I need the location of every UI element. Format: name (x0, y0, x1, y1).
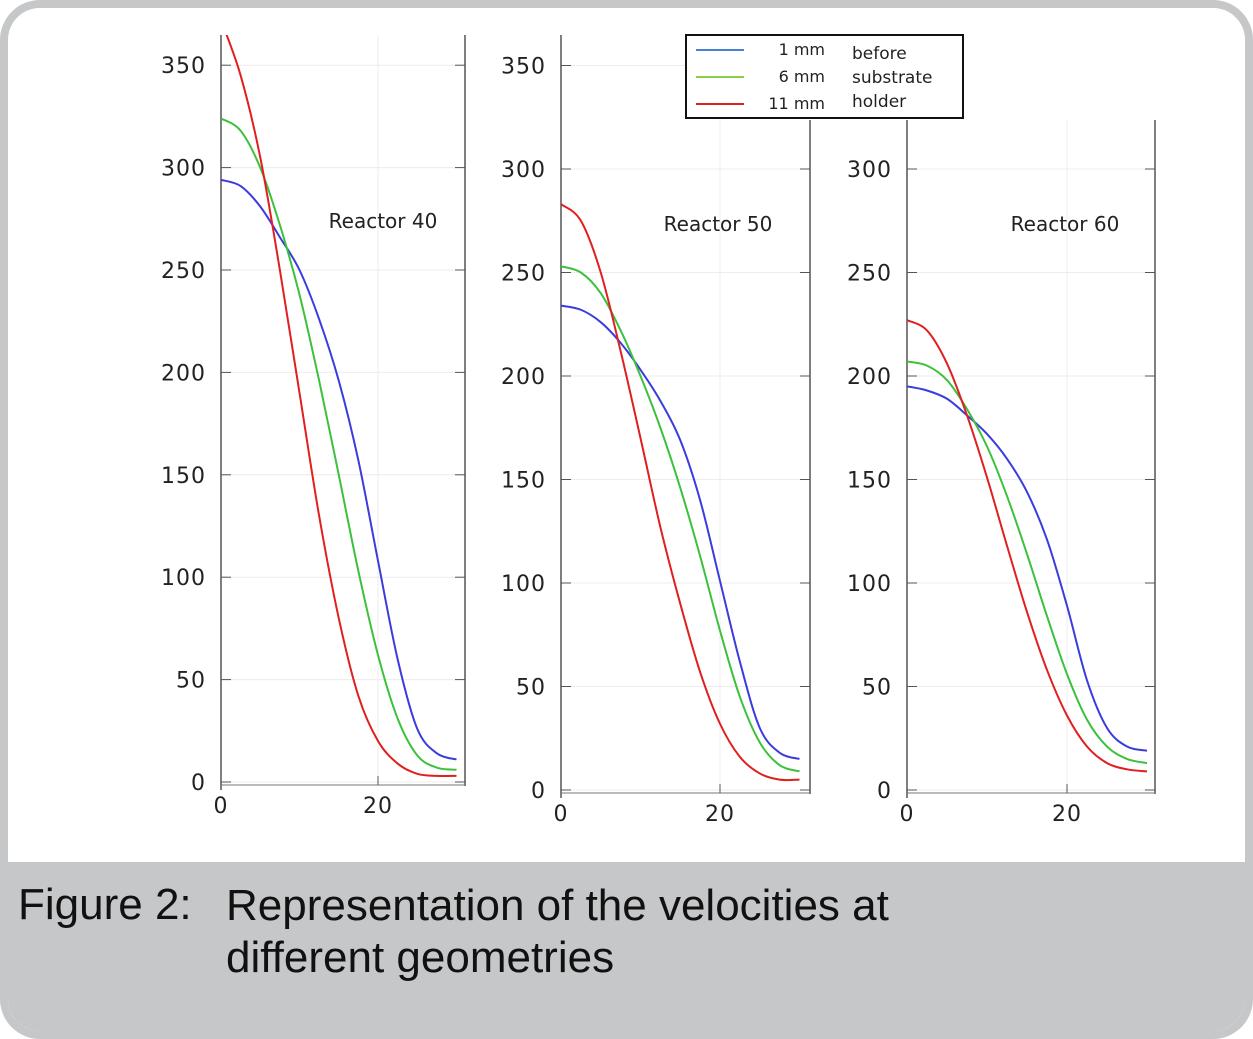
y-tick-label: 0 (877, 779, 892, 804)
caption-label: Figure 2: (18, 880, 192, 929)
y-tick-label: 50 (862, 676, 892, 701)
series-line-1-mm (561, 304, 800, 760)
y-tick-label: 250 (847, 262, 892, 287)
series-line-11-mm (907, 319, 1148, 773)
series-line-6-mm (221, 117, 457, 771)
y-tick-label: 350 (161, 54, 206, 79)
legend-label: 6 mm (779, 67, 825, 86)
y-tick-label: 300 (847, 158, 892, 183)
legend-note: substrate (852, 68, 932, 88)
caption-text: Representation of the velocities at diff… (226, 881, 889, 982)
y-tick-label: 350 (501, 55, 546, 80)
y-tick-label: 200 (501, 365, 546, 390)
x-tick-label: 20 (705, 802, 735, 827)
legend: 1 mm 6 mm 11 mm before substrate holder (685, 34, 964, 119)
y-tick-label: 0 (531, 779, 546, 804)
y-tick-label: 300 (501, 158, 546, 183)
y-tick-label: 50 (176, 669, 206, 694)
x-tick-label: 0 (554, 802, 569, 827)
series-line-6-mm (561, 265, 800, 773)
chart-panel-3: 0 50 100 150 200 250 300 0 20 Reactor 60 (847, 120, 1156, 827)
legend-label: 11 mm (768, 94, 825, 113)
legend-note: holder (852, 92, 906, 112)
series-line-11-mm (225, 35, 457, 778)
y-tick-label: 300 (161, 157, 206, 182)
series-line-1-mm (221, 178, 457, 761)
y-tick-label: 200 (161, 361, 206, 386)
x-tick-label: 20 (363, 794, 393, 819)
y-tick-label: 0 (191, 771, 206, 796)
series-line-11-mm (561, 203, 800, 782)
y-tick-label: 150 (161, 464, 206, 489)
x-tick-label: 20 (1052, 802, 1082, 827)
y-tick-label: 100 (847, 572, 892, 597)
legend-note: before (852, 44, 907, 64)
legend-label: 1 mm (779, 40, 825, 59)
y-tick-label: 150 (847, 469, 892, 494)
caption-bar: Figure 2: Representation of the velociti… (8, 862, 1245, 1031)
y-tick-label: 250 (161, 259, 206, 284)
y-tick-label: 50 (516, 676, 546, 701)
y-tick-label: 200 (847, 365, 892, 390)
y-tick-label: 100 (501, 572, 546, 597)
y-tick-label: 150 (501, 469, 546, 494)
panel-title: Reactor 60 (1011, 212, 1120, 236)
series-line-6-mm (907, 360, 1148, 765)
x-tick-label: 0 (214, 794, 229, 819)
y-tick-label: 250 (501, 262, 546, 287)
x-tick-label: 0 (900, 802, 915, 827)
panel-title: Reactor 40 (329, 209, 438, 233)
panel-title: Reactor 50 (664, 212, 773, 236)
chart-panel-2: 0 50 100 150 200 250 300 350 0 20 Reactor 50 (501, 35, 811, 827)
series-line-1-mm (907, 385, 1148, 752)
chart-panel-1: 0 50 100 150 200 250 300 350 0 20 Reactor 40 (161, 35, 466, 819)
y-tick-label: 100 (161, 566, 206, 591)
